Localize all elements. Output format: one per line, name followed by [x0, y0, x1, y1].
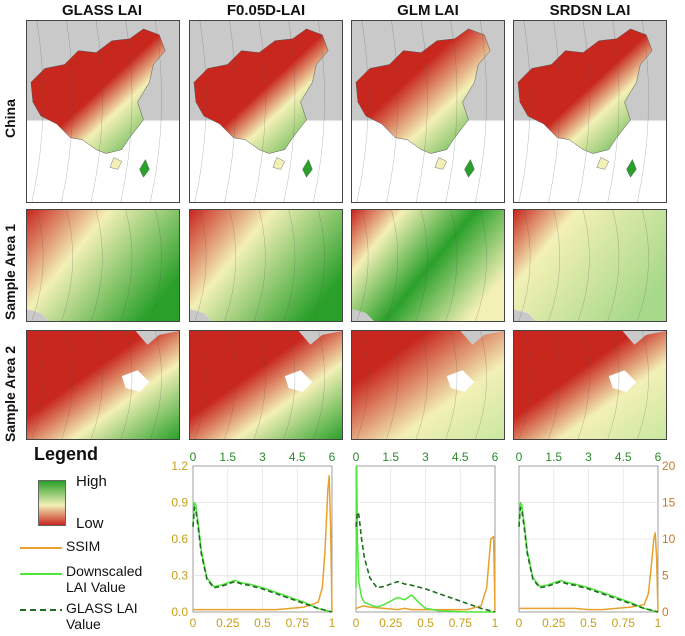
- map-china-glass: [26, 20, 180, 203]
- map-sample2-srdsn: [513, 330, 667, 440]
- x-top-tick-1-4: 6: [492, 450, 499, 464]
- x-bottom-tick-0-1: 0.25: [216, 616, 240, 630]
- x-bottom-tick-2-2: 0.5: [580, 616, 597, 630]
- series-downscaled-1: [355, 465, 495, 613]
- x-top-tick-1-2: 3: [422, 450, 429, 464]
- map-sample2-glm: [351, 330, 505, 440]
- y-right-tick-2: 10: [662, 532, 676, 546]
- x-bottom-tick-0-0: 0: [190, 616, 197, 630]
- x-top-tick-1-0: 0: [353, 450, 360, 464]
- x-bottom-tick-2-3: 0.75: [612, 616, 636, 630]
- legend-glass-swatch: [20, 609, 62, 611]
- legend-downscaled-swatch: [20, 573, 62, 575]
- x-top-tick-0-4: 6: [329, 450, 336, 464]
- x-bottom-tick-1-4: 1: [492, 616, 499, 630]
- map-china-srdsn: [513, 20, 667, 203]
- x-bottom-tick-1-1: 0.25: [379, 616, 403, 630]
- x-top-tick-2-2: 3: [585, 450, 592, 464]
- lai-colorbar: [38, 480, 66, 526]
- map-sample2-glass: [26, 330, 180, 440]
- x-top-tick-0-3: 4.5: [289, 450, 306, 464]
- col-title-f005d: F0.05D-LAI: [226, 2, 306, 19]
- map-sample1-glass: [26, 209, 180, 322]
- x-top-tick-0-1: 1.5: [219, 450, 236, 464]
- series-ssim-2: [519, 532, 659, 613]
- legend-high: High: [76, 473, 107, 490]
- series-glass-2: [518, 506, 659, 613]
- col-title-glm: GLM LAI: [397, 2, 459, 19]
- legend-low: Low: [76, 515, 104, 532]
- y-right-tick-1: 5: [662, 569, 669, 583]
- y-right-tick-0: 0: [662, 605, 669, 619]
- legend-glass: GLASS LAI Value: [66, 600, 138, 632]
- y-left-tick-2: 0.6: [171, 532, 188, 546]
- y-right-tick-4: 20: [662, 459, 676, 473]
- x-top-tick-2-3: 4.5: [615, 450, 632, 464]
- legend-title: Legend: [34, 444, 99, 464]
- y-left-tick-1: 0.3: [171, 569, 188, 583]
- x-bottom-tick-2-4: 1: [655, 616, 662, 630]
- legend-downscaled: Downscaled LAI Value: [66, 563, 143, 595]
- x-bottom-tick-0-2: 0.5: [254, 616, 271, 630]
- x-bottom-tick-2-1: 0.25: [542, 616, 566, 630]
- x-bottom-tick-1-3: 0.75: [449, 616, 473, 630]
- map-sample1-f005d: [189, 209, 343, 322]
- y-right-tick-3: 15: [662, 496, 676, 510]
- x-bottom-tick-2-0: 0: [516, 616, 523, 630]
- x-top-tick-1-3: 4.5: [452, 450, 469, 464]
- x-top-tick-2-1: 1.5: [545, 450, 562, 464]
- y-left-tick-0: 0.0: [171, 605, 188, 619]
- y-left-tick-4: 1.2: [171, 459, 188, 473]
- x-bottom-tick-1-2: 0.5: [417, 616, 434, 630]
- series-glass-0: [192, 506, 333, 613]
- x-top-tick-0-0: 0: [190, 450, 197, 464]
- y-left-tick-3: 0.9: [171, 496, 188, 510]
- series-glass-1: [355, 511, 496, 613]
- x-top-tick-2-4: 6: [655, 450, 662, 464]
- x-bottom-tick-0-3: 0.75: [286, 616, 310, 630]
- map-china-glm: [351, 20, 505, 203]
- x-bottom-tick-1-0: 0: [353, 616, 360, 630]
- x-top-tick-0-2: 3: [259, 450, 266, 464]
- map-sample1-srdsn: [513, 209, 667, 322]
- x-top-tick-2-0: 0: [516, 450, 523, 464]
- map-sample1-glm: [351, 209, 505, 322]
- x-bottom-tick-0-4: 1: [329, 616, 336, 630]
- legend-ssim-swatch: [20, 547, 62, 549]
- x-top-tick-1-1: 1.5: [382, 450, 399, 464]
- col-title-srdsn: SRDSN LAI: [549, 2, 631, 19]
- map-sample2-f005d: [189, 330, 343, 440]
- series-ssim-0: [193, 474, 333, 613]
- col-title-glass: GLASS LAI: [61, 2, 142, 19]
- legend-ssim: SSIM: [66, 538, 101, 554]
- map-china-f005d: [189, 20, 343, 203]
